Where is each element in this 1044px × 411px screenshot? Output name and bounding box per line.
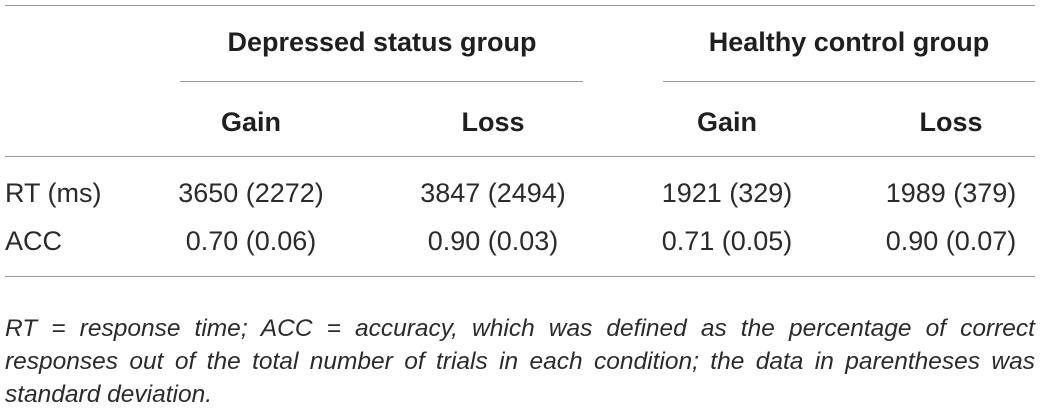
- cell-acc-depressed-loss: 0.90 (0.03): [427, 226, 559, 256]
- header-rule: [5, 156, 1035, 157]
- bottom-rule: [5, 276, 1035, 277]
- table-footnote: RT = response time; ACC = accuracy, whic…: [5, 315, 1035, 408]
- cell-rt-healthy-loss: 1989 (379): [885, 178, 1017, 208]
- subheader-depressed-gain: Gain: [220, 107, 282, 137]
- subheader-healthy-loss: Loss: [919, 107, 983, 137]
- group-underline-healthy: [663, 81, 1035, 82]
- group-header-healthy: Healthy control group: [708, 27, 990, 57]
- group-underline-depressed: [180, 81, 583, 82]
- row-label-rt: RT (ms): [5, 178, 102, 208]
- cell-rt-healthy-gain: 1921 (329): [661, 178, 793, 208]
- cell-rt-depressed-loss: 3847 (2494): [420, 178, 566, 208]
- subheader-healthy-gain: Gain: [696, 107, 758, 137]
- group-header-depressed: Depressed status group: [227, 27, 537, 57]
- cell-rt-depressed-gain: 3650 (2272): [178, 178, 324, 208]
- top-rule: [5, 5, 1035, 6]
- cell-acc-depressed-gain: 0.70 (0.06): [185, 226, 317, 256]
- subheader-depressed-loss: Loss: [461, 107, 525, 137]
- cell-acc-healthy-gain: 0.71 (0.05): [661, 226, 793, 256]
- cell-acc-healthy-loss: 0.90 (0.07): [885, 226, 1017, 256]
- row-label-acc: ACC: [5, 226, 63, 256]
